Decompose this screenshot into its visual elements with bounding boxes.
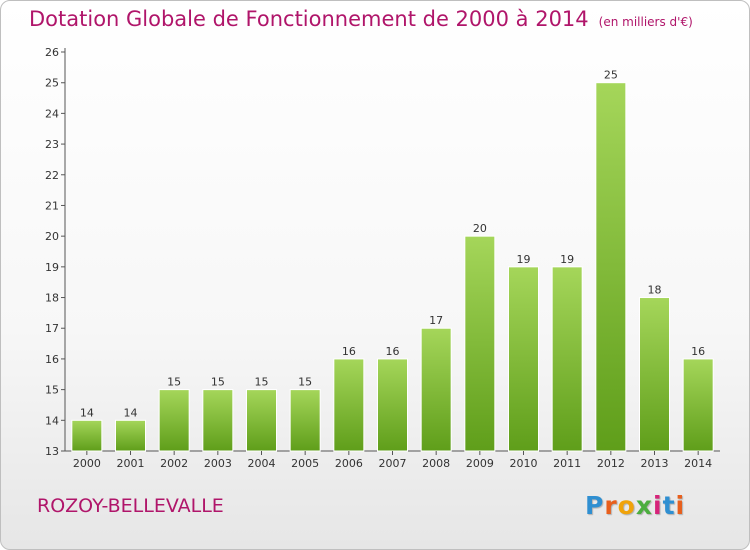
y-tick-label: 15 — [45, 384, 59, 397]
logo-letter: i — [675, 491, 686, 520]
logo-letter: r — [604, 491, 618, 520]
bar-value-label: 20 — [473, 222, 487, 235]
logo-letter: t — [662, 491, 676, 520]
y-tick-label: 23 — [45, 138, 59, 151]
x-tick-label: 2009 — [466, 457, 494, 470]
bar — [202, 389, 234, 452]
bar — [508, 266, 539, 452]
y-tick-label: 20 — [45, 230, 59, 243]
x-tick-label: 2014 — [684, 457, 712, 470]
bar — [551, 266, 583, 452]
bar — [246, 389, 277, 452]
y-tick-label: 14 — [45, 414, 59, 427]
bar — [420, 327, 452, 452]
x-tick-label: 2012 — [597, 457, 625, 470]
bar-value-label: 15 — [167, 376, 181, 389]
bar-value-label: 14 — [124, 406, 138, 419]
y-tick-label: 16 — [45, 353, 59, 366]
bar-value-label: 18 — [648, 284, 662, 297]
x-tick-label: 2004 — [248, 457, 276, 470]
x-tick-label: 2003 — [204, 457, 232, 470]
y-tick-label: 19 — [45, 261, 59, 274]
bar-value-label: 14 — [80, 406, 94, 419]
chart-title-row: Dotation Globale de Fonctionnement de 20… — [29, 7, 693, 31]
logo-letter: x — [635, 491, 653, 520]
chart-subtitle: (en milliers d'€) — [598, 15, 693, 29]
bar — [158, 389, 190, 452]
x-tick-label: 2013 — [641, 457, 669, 470]
town-name: ROZOY-BELLEVALLE — [37, 495, 224, 517]
x-tick-label: 2007 — [379, 457, 407, 470]
y-tick-label: 17 — [45, 322, 59, 335]
bar — [464, 235, 496, 452]
x-tick-label: 2002 — [160, 457, 188, 470]
bar-value-label: 15 — [298, 376, 312, 389]
y-tick-label: 13 — [45, 445, 59, 458]
bar — [115, 419, 146, 452]
x-tick-label: 2001 — [117, 457, 145, 470]
bar — [639, 297, 670, 452]
y-tick-label: 21 — [45, 199, 59, 212]
bar-value-label: 15 — [255, 376, 269, 389]
y-tick-label: 26 — [45, 46, 59, 59]
x-tick-label: 2005 — [291, 457, 319, 470]
bar — [595, 82, 627, 452]
bar-value-label: 17 — [429, 314, 443, 327]
bar — [682, 358, 714, 452]
x-tick-label: 2008 — [422, 457, 450, 470]
logo-letter: P — [585, 491, 605, 520]
x-tick-label: 2010 — [510, 457, 538, 470]
x-tick-label: 2000 — [73, 457, 101, 470]
y-tick-label: 22 — [45, 169, 59, 182]
bar-value-label: 25 — [604, 69, 618, 82]
y-tick-label: 24 — [45, 107, 59, 120]
proxiti-logo: Proxiti — [585, 491, 685, 520]
y-tick-label: 18 — [45, 292, 59, 305]
bar-value-label: 16 — [386, 345, 400, 358]
bar — [289, 389, 321, 452]
y-tick-label: 25 — [45, 77, 59, 90]
chart-title: Dotation Globale de Fonctionnement de 20… — [29, 7, 589, 31]
bar-value-label: 16 — [342, 345, 356, 358]
x-tick-label: 2006 — [335, 457, 363, 470]
bar-value-label: 15 — [211, 376, 225, 389]
bar-value-label: 19 — [517, 253, 531, 266]
x-tick-label: 2011 — [553, 457, 581, 470]
bar — [377, 358, 408, 452]
logo-letter: o — [617, 491, 636, 520]
bar-value-label: 19 — [560, 253, 574, 266]
bar — [333, 358, 365, 452]
bar — [71, 419, 103, 452]
logo-letter: i — [653, 491, 663, 520]
bar-value-label: 16 — [691, 345, 705, 358]
